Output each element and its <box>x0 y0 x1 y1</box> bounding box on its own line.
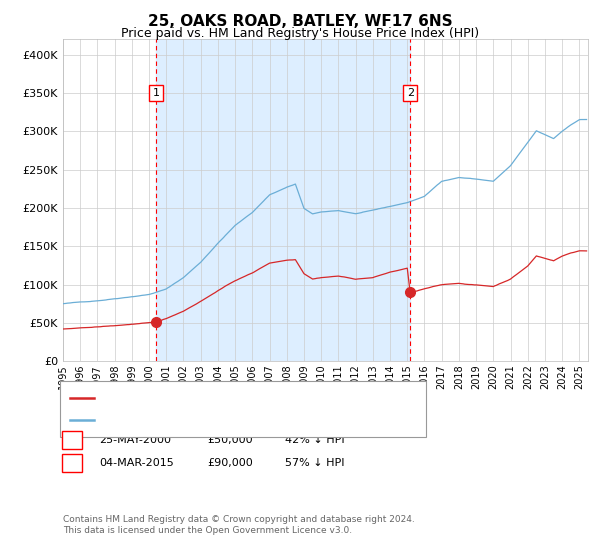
Text: 25, OAKS ROAD, BATLEY, WF17 6NS: 25, OAKS ROAD, BATLEY, WF17 6NS <box>148 14 452 29</box>
Text: 1: 1 <box>152 88 160 98</box>
Text: 2: 2 <box>68 458 76 468</box>
Text: HPI: Average price, detached house, Kirklees: HPI: Average price, detached house, Kirk… <box>100 415 335 425</box>
Text: 57% ↓ HPI: 57% ↓ HPI <box>285 458 344 468</box>
Text: 1: 1 <box>68 435 76 445</box>
Bar <box>156 39 410 361</box>
Text: Price paid vs. HM Land Registry's House Price Index (HPI): Price paid vs. HM Land Registry's House … <box>121 27 479 40</box>
Text: £90,000: £90,000 <box>207 458 253 468</box>
Text: 25, OAKS ROAD, BATLEY, WF17 6NS (detached house): 25, OAKS ROAD, BATLEY, WF17 6NS (detache… <box>100 393 382 403</box>
Text: 25-MAY-2000: 25-MAY-2000 <box>99 435 171 445</box>
Text: 42% ↓ HPI: 42% ↓ HPI <box>285 435 344 445</box>
Text: 04-MAR-2015: 04-MAR-2015 <box>99 458 174 468</box>
Text: 2: 2 <box>407 88 414 98</box>
Text: £50,000: £50,000 <box>207 435 253 445</box>
Text: Contains HM Land Registry data © Crown copyright and database right 2024.
This d: Contains HM Land Registry data © Crown c… <box>63 515 415 535</box>
